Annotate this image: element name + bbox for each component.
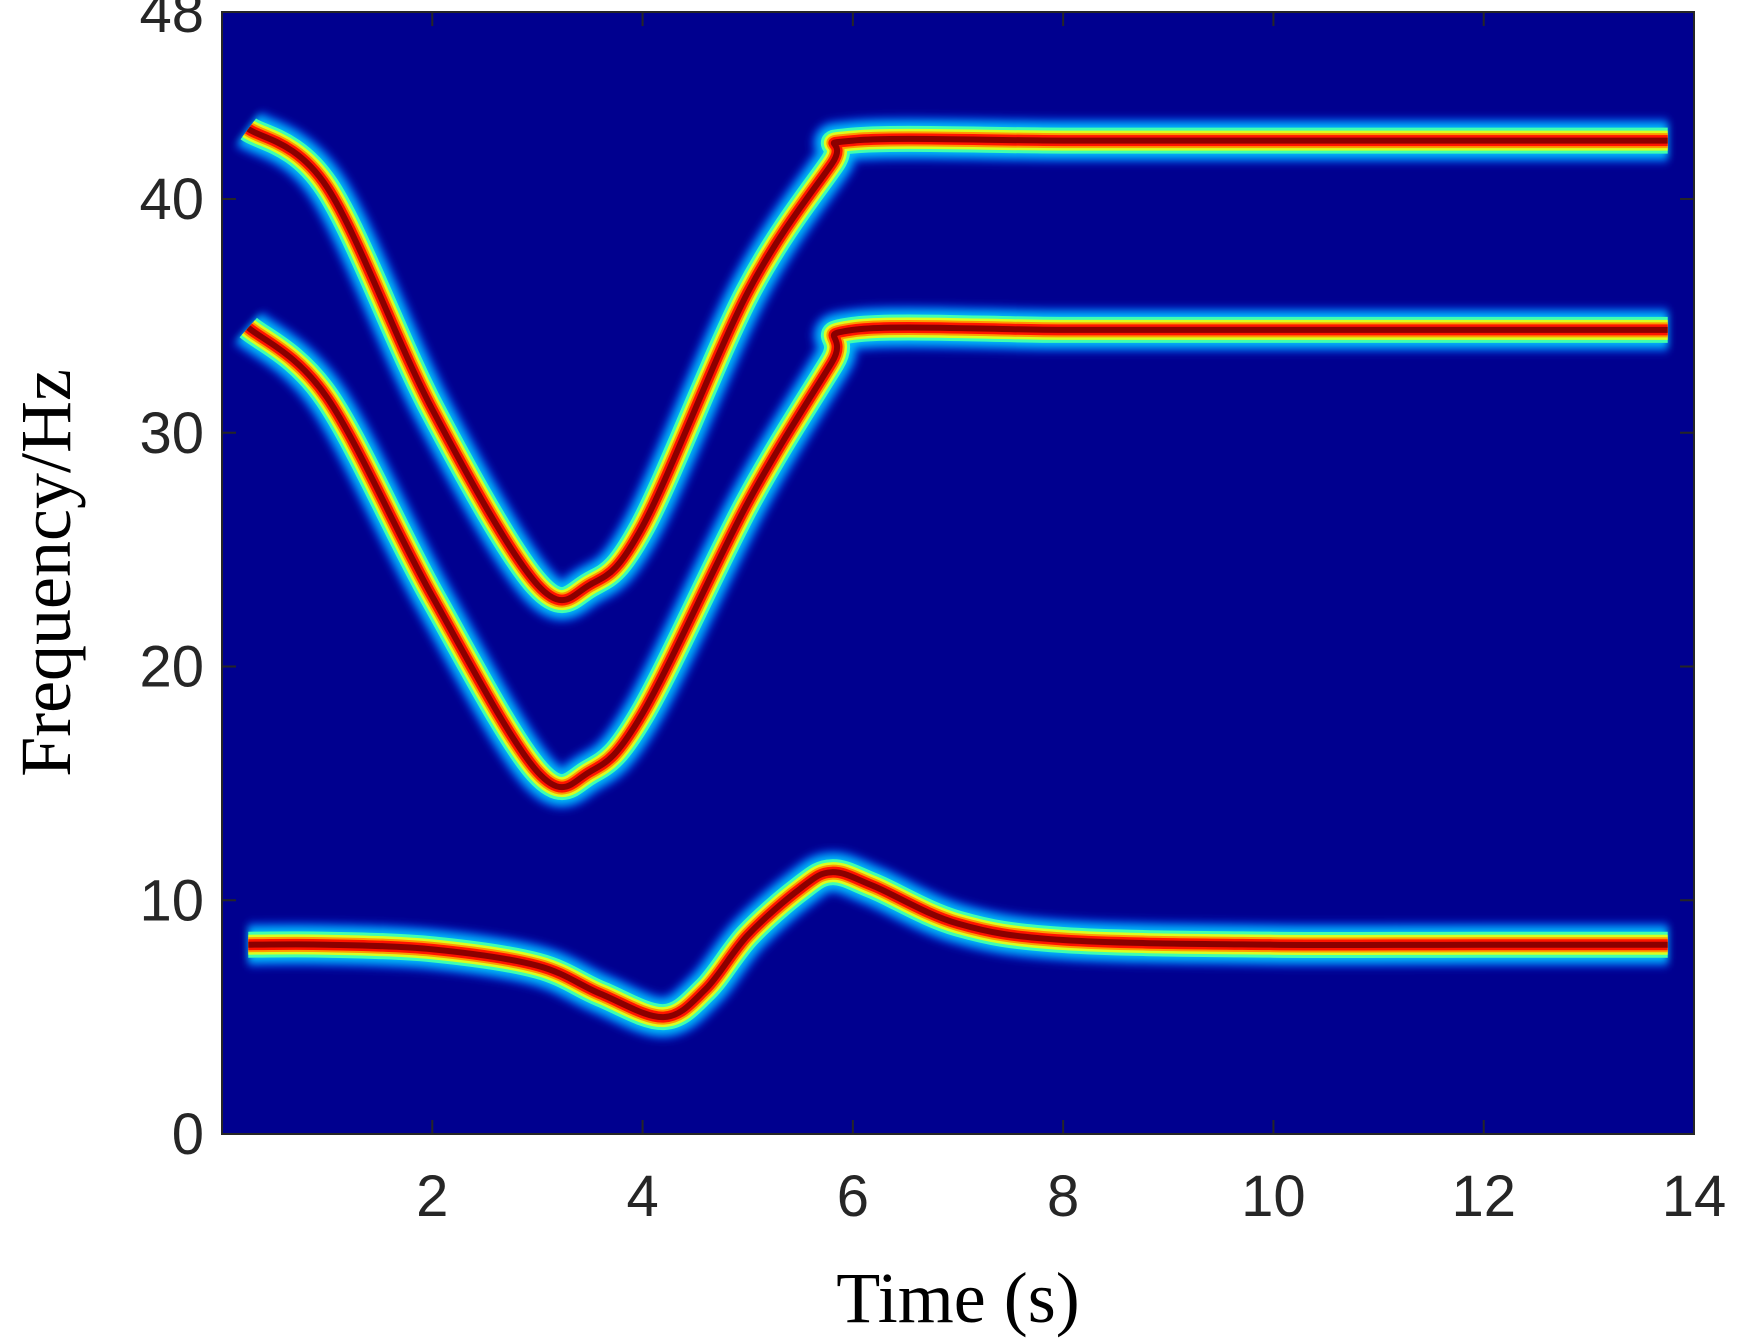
- ridge-series-2: [232, 304, 1668, 810]
- x-axis-title: Time (s): [836, 1258, 1079, 1338]
- x-tick-label: 4: [626, 1164, 658, 1229]
- y-tick-label: 48: [139, 0, 204, 45]
- y-tick-label: 40: [139, 167, 204, 232]
- ridge-2-band-7: [246, 324, 1668, 790]
- x-tick-label: 6: [837, 1164, 869, 1229]
- ridge-series-1: [234, 109, 1668, 623]
- plot-frame: [221, 11, 1695, 1135]
- y-tick-label: 30: [139, 401, 204, 466]
- y-tick-label: 20: [139, 635, 204, 700]
- ridge-1-band-7: [246, 126, 1668, 603]
- tick-layer: 2 4 6 8 10 12 14 0 10 20 30 40 48: [139, 0, 1726, 1229]
- y-tick-label: 10: [139, 868, 204, 933]
- x-tick-label: 2: [416, 1164, 448, 1229]
- x-tick-label: 10: [1241, 1164, 1306, 1229]
- y-axis-title: Frequency/Hz: [6, 369, 86, 777]
- y-tick-label: 0: [172, 1102, 204, 1167]
- x-tick-label: 8: [1047, 1164, 1079, 1229]
- ridge-series-3: [248, 849, 1668, 1041]
- ridge-layer: [232, 109, 1668, 1041]
- x-tick-label: 12: [1451, 1164, 1516, 1229]
- ridge-3-band-7: [248, 869, 1668, 1021]
- x-tick-label: 14: [1662, 1164, 1727, 1229]
